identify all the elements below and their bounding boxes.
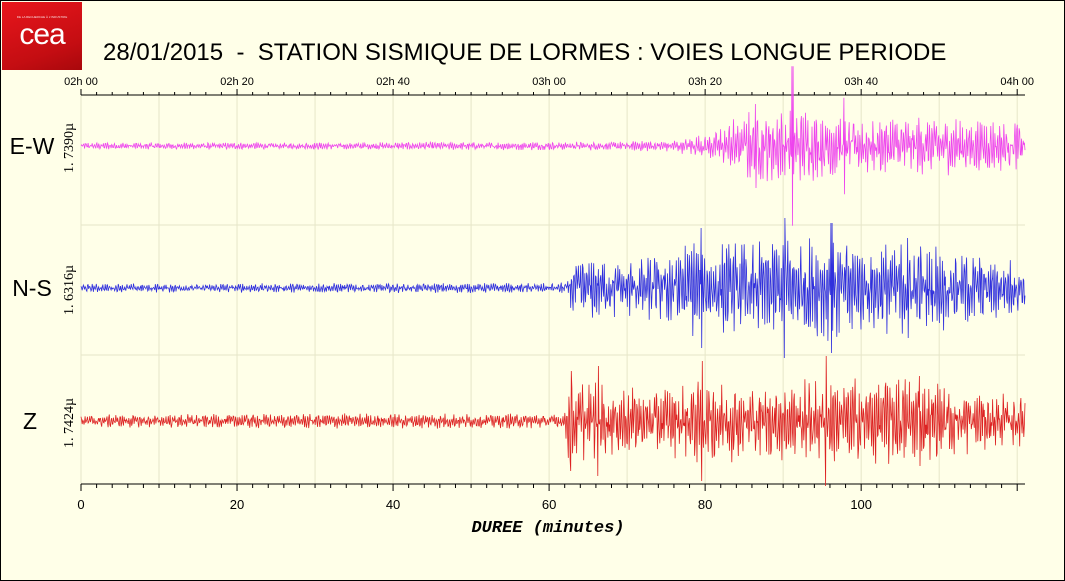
- x-tick-label: 100: [850, 497, 872, 512]
- top-tick-label: 02h 40: [376, 76, 410, 88]
- channel-scale-label: 1. 7390µ: [62, 123, 77, 173]
- x-axis-label: DUREE (minutes): [471, 519, 624, 538]
- channel-scale-label: 1. 7424µ: [62, 398, 77, 448]
- top-tick-label: 02h 20: [220, 76, 254, 88]
- trace-z: [80, 355, 1026, 487]
- cea-logo: DE LA RECHERCHE À L'INDUSTRIE cea: [2, 2, 82, 70]
- top-tick-label: 02h 00: [64, 76, 98, 88]
- channel-label-n-s: N-S: [12, 275, 52, 301]
- top-tick-label: 03h 20: [688, 76, 722, 88]
- trace-n-s: [80, 217, 1026, 359]
- x-tick-label: 20: [230, 497, 244, 512]
- x-tick-label: 0: [77, 497, 84, 512]
- logo-tagline: DE LA RECHERCHE À L'INDUSTRIE: [16, 15, 68, 19]
- channel-scale-label: 1. 6316µ: [62, 265, 77, 315]
- trace-e-w: [80, 66, 1026, 226]
- channel-label-z: Z: [23, 408, 37, 434]
- top-tick-label: 03h 00: [532, 76, 566, 88]
- x-tick-label: 40: [386, 497, 400, 512]
- channel-label-e-w: E-W: [10, 133, 55, 159]
- x-tick-label: 80: [698, 497, 712, 512]
- top-tick-label: 03h 40: [844, 76, 878, 88]
- top-tick-label: 04h 00: [1000, 76, 1034, 88]
- chart-title: 28/01/2015 - STATION SISMIQUE DE LORMES …: [103, 39, 947, 66]
- logo-text: cea: [19, 18, 65, 51]
- x-tick-label: 60: [542, 497, 556, 512]
